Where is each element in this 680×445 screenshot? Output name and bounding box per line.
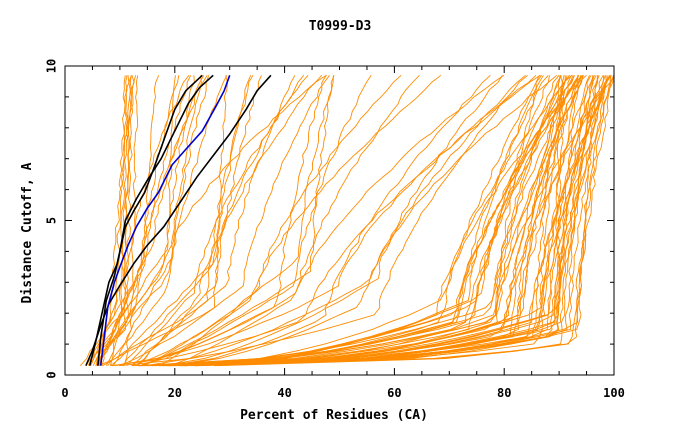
orange-series-group bbox=[79, 74, 615, 367]
orange-series-line-3 bbox=[85, 75, 132, 366]
orange-series-line-18 bbox=[98, 75, 262, 367]
orange-series-line-29 bbox=[139, 75, 334, 367]
orange-series-line-48 bbox=[179, 75, 550, 367]
orange-series-line-43 bbox=[115, 74, 505, 367]
orange-series-line-40 bbox=[174, 74, 526, 367]
orange-series-line-60 bbox=[168, 74, 587, 367]
orange-series-line-17 bbox=[101, 75, 180, 366]
x-tick-label: 80 bbox=[497, 386, 511, 400]
orange-series-line-30 bbox=[140, 75, 372, 367]
orange-series-line-85 bbox=[172, 75, 615, 367]
y-tick-label: 0 bbox=[45, 371, 59, 378]
y-tick-label: 10 bbox=[45, 59, 59, 73]
orange-series-line-26 bbox=[126, 74, 309, 367]
orange-series-line-52 bbox=[173, 75, 542, 367]
orange-series-line-57 bbox=[165, 74, 573, 367]
orange-series-line-19 bbox=[137, 75, 323, 367]
orange-series-line-35 bbox=[132, 74, 442, 367]
orange-series-line-61 bbox=[145, 74, 549, 367]
orange-series-line-69 bbox=[187, 75, 592, 367]
x-tick-label: 60 bbox=[387, 386, 401, 400]
orange-series-line-27 bbox=[107, 75, 228, 366]
orange-series-line-82 bbox=[155, 75, 565, 367]
orange-series-line-67 bbox=[151, 75, 568, 367]
orange-series-line-31 bbox=[143, 75, 335, 367]
highlight-series-group bbox=[85, 74, 272, 367]
black-series-line-0 bbox=[88, 74, 203, 366]
plot-area bbox=[79, 74, 615, 367]
axis-ticks: 0 20 40 60 80 100 0 5 10 bbox=[45, 59, 625, 400]
x-axis-label: Percent of Residues (CA) bbox=[240, 408, 428, 423]
orange-series-line-79 bbox=[195, 75, 584, 367]
x-tick-label: 40 bbox=[277, 386, 291, 400]
orange-series-line-6 bbox=[105, 75, 139, 366]
orange-series-line-89 bbox=[213, 75, 599, 367]
orange-series-line-94 bbox=[197, 75, 597, 367]
orange-series-line-56 bbox=[148, 75, 574, 367]
orange-series-line-84 bbox=[163, 75, 566, 367]
orange-series-line-13 bbox=[123, 75, 160, 366]
x-tick-label: 20 bbox=[168, 386, 182, 400]
orange-series-line-81 bbox=[193, 75, 582, 367]
orange-series-line-9 bbox=[96, 75, 190, 366]
orange-series-line-97 bbox=[195, 75, 612, 367]
orange-series-line-15 bbox=[112, 75, 210, 366]
orange-series-line-72 bbox=[171, 75, 591, 367]
orange-series-line-93 bbox=[217, 75, 599, 367]
orange-series-line-66 bbox=[170, 75, 595, 367]
orange-series-line-39 bbox=[169, 74, 491, 367]
orange-series-line-47 bbox=[183, 75, 544, 367]
orange-series-line-42 bbox=[164, 75, 503, 367]
orange-series-line-25 bbox=[95, 74, 327, 366]
orange-series-line-34 bbox=[169, 74, 420, 367]
black-series-line-1 bbox=[97, 74, 214, 366]
orange-series-line-22 bbox=[122, 75, 305, 366]
orange-series-line-16 bbox=[96, 75, 195, 366]
orange-series-line-41 bbox=[145, 74, 557, 367]
orange-series-line-53 bbox=[162, 75, 575, 367]
x-tick-label: 100 bbox=[603, 386, 625, 400]
orange-series-line-21 bbox=[110, 75, 254, 367]
orange-series-line-4 bbox=[96, 75, 137, 366]
orange-series-line-28 bbox=[119, 75, 330, 367]
orange-series-line-33 bbox=[139, 75, 327, 367]
orange-series-line-68 bbox=[153, 75, 579, 367]
orange-series-line-46 bbox=[137, 75, 580, 367]
orange-series-line-54 bbox=[132, 75, 561, 367]
y-axis-label: Distance Cutoff, A bbox=[20, 162, 35, 303]
orange-series-line-95 bbox=[175, 75, 606, 367]
orange-series-line-37 bbox=[119, 74, 528, 367]
orange-series-line-74 bbox=[139, 75, 562, 367]
orange-series-line-12 bbox=[98, 75, 208, 366]
chart-title: T0999-D3 bbox=[309, 19, 372, 34]
y-tick-label: 5 bbox=[45, 217, 59, 224]
orange-series-line-32 bbox=[159, 74, 402, 367]
black-series-line-2 bbox=[85, 74, 272, 367]
orange-series-line-50 bbox=[146, 75, 579, 367]
x-tick-label: 0 bbox=[61, 386, 68, 400]
orange-series-line-7 bbox=[90, 75, 126, 366]
blue-series-line-3 bbox=[99, 75, 231, 366]
orange-series-line-38 bbox=[112, 74, 537, 367]
orange-series-line-58 bbox=[161, 75, 582, 367]
